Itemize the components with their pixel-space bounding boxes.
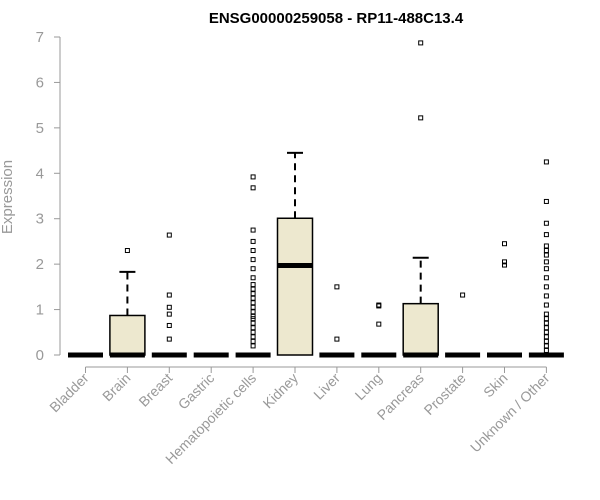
outlier-point: [250, 295, 256, 301]
box-group: [445, 292, 481, 358]
outlier-point: [543, 284, 549, 290]
x-tick-label: Bladder: [46, 370, 92, 416]
outlier-point: [250, 185, 256, 191]
outlier-point: [502, 241, 507, 247]
x-tick-label: Pancreas: [374, 370, 427, 423]
outlier-point: [543, 220, 549, 226]
y-tick-label: 5: [36, 120, 44, 137]
outlier-point: [250, 248, 256, 254]
outlier-point: [250, 300, 256, 306]
outlier-point: [543, 198, 549, 204]
outlier-point: [543, 248, 549, 254]
y-tick-label: 6: [36, 74, 44, 91]
outlier-point: [418, 40, 424, 46]
outlier-point: [250, 309, 256, 315]
outlier-point: [166, 322, 172, 328]
box-group: [402, 40, 439, 358]
outlier-point: [460, 292, 466, 298]
y-tick-label: 4: [36, 165, 44, 182]
outlier-point: [543, 329, 549, 335]
outlier-point: [543, 343, 549, 349]
x-tick-label: Kidney: [260, 370, 302, 412]
outlier-point: [543, 159, 549, 165]
outlier-point: [376, 321, 382, 327]
outlier-point: [250, 286, 256, 292]
box-rect: [402, 302, 439, 356]
box-rect: [276, 217, 314, 356]
y-tick-label: 0: [36, 347, 44, 364]
outlier-point: [250, 313, 256, 319]
outlier-point: [250, 227, 256, 233]
y-tick-label: 7: [36, 29, 44, 46]
outlier-point: [250, 320, 256, 326]
outlier-point: [250, 275, 256, 281]
outlier-point: [166, 292, 172, 298]
outlier-point: [166, 311, 172, 317]
box-group: [361, 302, 397, 358]
outlier-point: [250, 325, 256, 331]
outlier-point: [543, 259, 549, 265]
box-group: [151, 232, 187, 358]
outlier-point: [166, 232, 172, 238]
outlier-point: [543, 252, 549, 258]
outlier-point: [250, 282, 256, 288]
outlier-point: [250, 338, 256, 344]
x-tick-label: Skin: [480, 370, 511, 401]
x-tick-label: Liver: [310, 370, 343, 403]
box-group: [109, 248, 146, 358]
outlier-point: [334, 284, 340, 290]
box-group: [319, 284, 355, 358]
y-tick-label: 1: [36, 302, 44, 319]
outlier-point: [543, 232, 549, 238]
outlier-point: [166, 336, 172, 342]
y-axis-label: Expression: [0, 160, 16, 234]
outlier-point: [543, 316, 549, 322]
outlier-point: [250, 304, 256, 310]
box-group: [487, 241, 522, 358]
boxes-layer: [68, 40, 564, 358]
outlier-point: [124, 248, 130, 254]
outlier-point: [543, 338, 549, 344]
outlier-point: [543, 347, 549, 353]
outlier-point: [250, 329, 256, 335]
outlier-point: [502, 262, 507, 268]
y-tick-label: 3: [36, 211, 44, 228]
outlier-point: [250, 174, 256, 180]
outlier-point: [250, 334, 256, 340]
outlier-point: [250, 343, 256, 349]
box-group: [235, 174, 271, 358]
outlier-point: [166, 304, 172, 310]
outlier-point: [543, 266, 549, 272]
outlier-point: [334, 336, 340, 342]
outlier-point: [418, 115, 424, 121]
outlier-point: [502, 259, 507, 265]
y-tick-label: 2: [36, 256, 44, 273]
outlier-point: [543, 311, 549, 317]
outlier-point: [543, 275, 549, 281]
outlier-point: [543, 243, 549, 249]
outlier-point: [543, 325, 549, 331]
outlier-point: [376, 302, 382, 308]
y-axis: 0 1 2 3 4 5 6 7: [36, 29, 61, 364]
chart-title: ENSG00000259058 - RP11-488C13.4: [209, 10, 464, 27]
outlier-point: [250, 257, 256, 263]
outlier-point: [250, 238, 256, 244]
x-tick-label: Unknown / Other: [467, 370, 553, 456]
outlier-point: [543, 302, 549, 308]
x-tick-label: Prostate: [421, 370, 469, 418]
outlier-point: [543, 293, 549, 299]
outlier-point: [250, 266, 256, 272]
box-rect: [109, 314, 146, 356]
box-group: [276, 151, 314, 356]
box-group: [528, 159, 564, 358]
outlier-point: [543, 320, 549, 326]
outlier-point: [543, 334, 549, 340]
x-tick-label: Brain: [99, 370, 133, 404]
outlier-point: [250, 291, 256, 297]
x-tick-label: Breast: [135, 370, 175, 410]
x-tick-label: Lung: [352, 370, 385, 403]
